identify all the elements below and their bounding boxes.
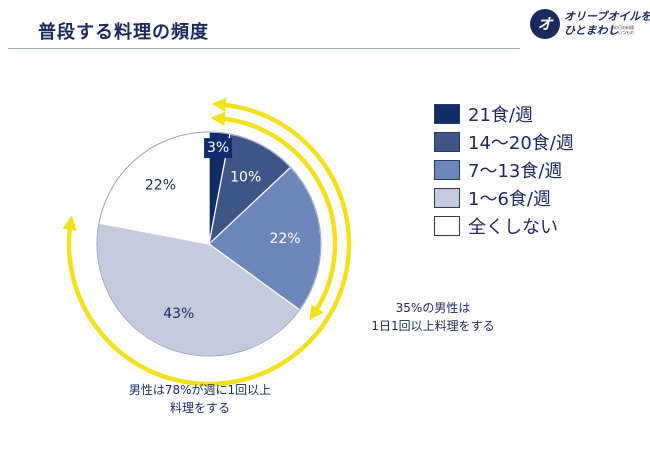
chart-legend: 21食/週 14〜20食/週 7〜13食/週 1〜6食/週 全くしない <box>434 100 574 240</box>
share-arrow-weekly <box>62 97 352 387</box>
logo-line-3a: あの日の料理 <box>610 25 634 30</box>
annotation-line: 料理をする <box>169 401 230 415</box>
legend-item: 14〜20食/週 <box>434 128 574 156</box>
annotation-weekly: 男性は78%が週に1回以上 料理をする <box>100 381 300 417</box>
data-label: 22% <box>145 177 176 193</box>
legend-item: 全くしない <box>434 212 574 240</box>
logo-line-1: オリーブオイルを <box>564 10 650 23</box>
annotation-line: 男性は78%が週に1回以上 <box>128 383 272 397</box>
legend-item: 21食/週 <box>434 100 574 128</box>
data-label-background <box>204 138 233 159</box>
data-label: 10% <box>230 169 261 185</box>
brand-logo: オ オリーブオイルを ひとまわし あの日の料理 を、いつもの <box>530 8 650 46</box>
legend-item: 7〜13食/週 <box>434 156 574 184</box>
legend-swatch <box>434 104 460 124</box>
title-divider <box>8 48 520 49</box>
legend-label: 14〜20食/週 <box>468 133 574 154</box>
page-title: 普段する料理の頻度 <box>38 22 209 43</box>
legend-label: 全くしない <box>468 217 558 238</box>
legend-swatch <box>434 188 460 208</box>
data-label: 3% <box>207 140 229 156</box>
legend-label: 1〜6食/週 <box>468 189 551 210</box>
legend-swatch <box>434 216 460 236</box>
share-arrow-daily <box>210 111 338 321</box>
data-label: 22% <box>269 231 300 247</box>
legend-label: 21食/週 <box>468 105 533 126</box>
annotation-line: 1日1回以上料理をする <box>371 319 495 333</box>
logo-line-3: あの日の料理 を、いつもの <box>610 25 634 35</box>
legend-swatch <box>434 132 460 152</box>
logo-mark-icon: オ <box>530 9 560 39</box>
legend-swatch <box>434 160 460 180</box>
legend-label: 7〜13食/週 <box>468 161 563 182</box>
logo-line-2: ひとまわし <box>564 24 619 37</box>
logo-line-3b: を、いつもの <box>610 30 634 35</box>
data-label: 43% <box>163 306 194 322</box>
legend-item: 1〜6食/週 <box>434 184 574 212</box>
annotation-line: 35%の男性は <box>395 301 471 315</box>
annotation-daily: 35%の男性は 1日1回以上料理をする <box>338 299 528 335</box>
